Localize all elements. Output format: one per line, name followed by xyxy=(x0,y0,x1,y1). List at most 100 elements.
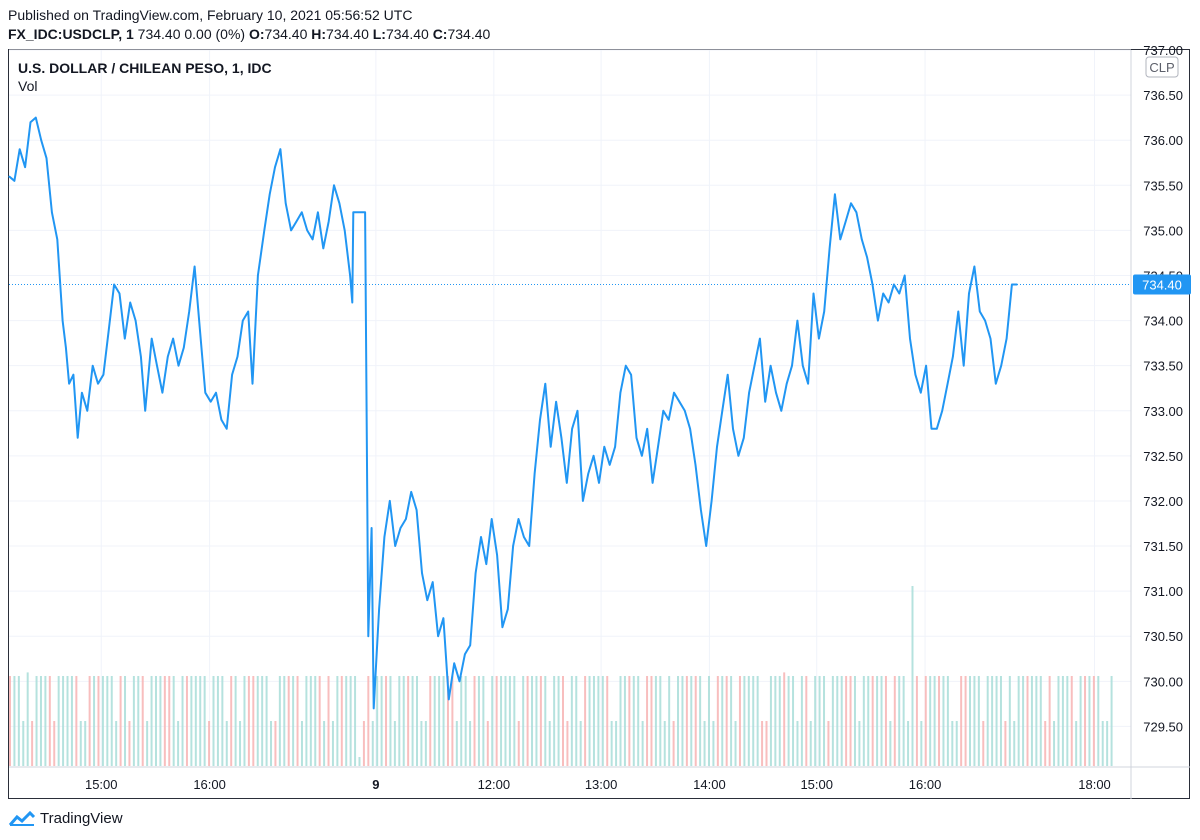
x-tick-label: 13:00 xyxy=(585,777,618,792)
price-point xyxy=(550,446,552,448)
volume-bar xyxy=(531,676,534,766)
volume-bar xyxy=(270,721,273,766)
price-point xyxy=(630,374,632,376)
price-series-line xyxy=(8,116,1018,710)
volume-bar xyxy=(327,676,330,766)
volume-bar xyxy=(446,676,449,766)
price-point xyxy=(839,238,841,240)
volume-bar xyxy=(712,721,715,766)
price-point xyxy=(269,193,271,195)
last-price-badge xyxy=(1133,274,1191,295)
price-point xyxy=(231,374,233,376)
price-point xyxy=(236,356,239,358)
price-point xyxy=(349,274,351,277)
price-point xyxy=(941,410,943,412)
volume-bar xyxy=(526,676,529,766)
currency-badge xyxy=(1145,56,1179,78)
price-point xyxy=(850,202,852,204)
price-point xyxy=(555,401,557,403)
price-point xyxy=(399,527,402,529)
price-point xyxy=(619,392,622,394)
volume-bar xyxy=(48,676,51,766)
volume-label: Vol xyxy=(18,78,37,94)
price-point xyxy=(716,446,718,448)
price-point xyxy=(204,392,206,394)
price-point xyxy=(251,383,254,385)
volume-bar xyxy=(1013,721,1016,766)
volume-bar xyxy=(809,721,812,766)
x-tick-label: 18:00 xyxy=(1078,777,1111,792)
volume-bar xyxy=(101,676,104,766)
y-tick-label: 737.00 xyxy=(1143,43,1183,58)
price-point xyxy=(576,410,579,412)
footer-brand[interactable]: TradingView xyxy=(8,810,123,827)
volume-bar xyxy=(982,721,985,766)
price-point xyxy=(603,446,605,448)
volume-bar xyxy=(208,721,211,766)
volume-bar xyxy=(907,721,910,766)
price-point xyxy=(625,365,627,367)
volume-bar xyxy=(376,676,379,766)
volume-bar xyxy=(504,676,507,766)
volume-bar xyxy=(942,676,945,766)
price-point xyxy=(371,527,373,529)
volume-bar xyxy=(1022,676,1025,766)
volume-bar xyxy=(93,676,96,766)
volume-bar xyxy=(416,676,418,766)
volume-bar xyxy=(1070,676,1073,766)
volume-bar xyxy=(371,721,374,766)
volume-bar xyxy=(1048,676,1051,766)
volume-bar xyxy=(615,721,618,766)
volume-bar xyxy=(230,676,233,766)
volume-bar xyxy=(62,676,65,766)
volume-bar xyxy=(110,676,113,766)
price-point xyxy=(383,536,385,538)
price-point xyxy=(732,428,734,430)
volume-bar xyxy=(177,721,180,766)
volume-bar xyxy=(1084,676,1087,766)
volume-bar xyxy=(1030,676,1033,766)
volume-bar xyxy=(22,721,25,766)
price-point xyxy=(485,563,487,565)
volume-bar xyxy=(88,676,91,766)
volume-bar xyxy=(787,676,790,766)
price-point xyxy=(274,166,276,168)
y-tick-label: 733.00 xyxy=(1143,404,1183,419)
volume-bar xyxy=(1092,676,1095,766)
volume-bar xyxy=(199,676,202,766)
price-point xyxy=(989,338,992,340)
price-point xyxy=(593,455,595,457)
volume-bar xyxy=(385,676,388,766)
volume-bar xyxy=(13,676,16,766)
volume-bar xyxy=(247,676,250,766)
volume-bar xyxy=(323,721,326,766)
price-point xyxy=(871,283,874,286)
price-point xyxy=(947,383,949,385)
volume-bar xyxy=(765,721,768,766)
volume-bar xyxy=(619,676,622,766)
price-point xyxy=(367,635,369,637)
price-point xyxy=(242,320,244,322)
price-point xyxy=(475,572,477,574)
volume-bar xyxy=(792,676,795,766)
price-point xyxy=(167,356,169,358)
volume-bar xyxy=(659,676,662,766)
x-tick-label: 15:00 xyxy=(85,777,118,792)
volume-bar xyxy=(889,721,892,766)
price-point xyxy=(952,356,954,358)
volume-bar xyxy=(628,676,631,766)
volume-bar xyxy=(986,676,989,766)
volume-bar xyxy=(707,676,710,766)
price-point xyxy=(641,455,643,457)
volume-bar xyxy=(924,676,927,766)
volume-bar xyxy=(880,676,883,766)
volume-bar xyxy=(991,676,994,766)
price-point xyxy=(668,419,670,421)
volume-bar xyxy=(256,676,259,766)
volume-bar xyxy=(827,721,830,766)
volume-bar xyxy=(933,676,936,766)
volume-bar xyxy=(973,676,976,766)
price-point xyxy=(301,211,303,213)
volume-bar xyxy=(455,721,458,766)
